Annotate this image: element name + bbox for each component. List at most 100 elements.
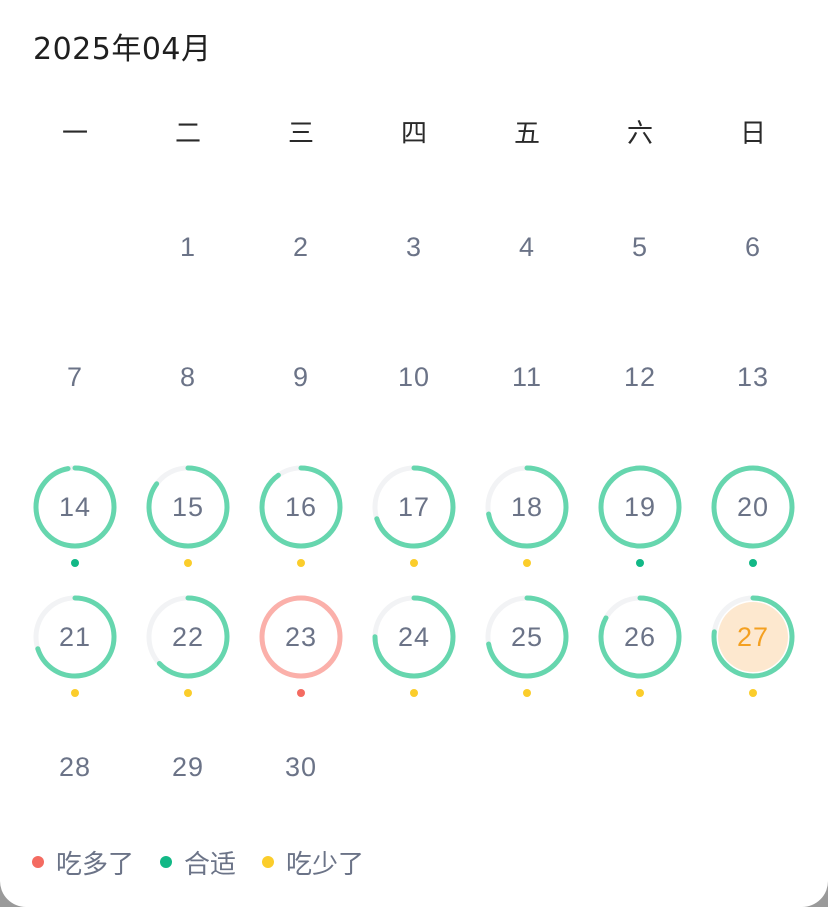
calendar-day-20[interactable]: 20 [708,462,798,552]
day-number: 12 [623,362,657,392]
calendar-day-23[interactable]: 23 [256,592,346,682]
calendar-day-24[interactable]: 24 [369,592,459,682]
day-number: 28 [58,752,92,782]
weekday-label: 五 [513,119,540,149]
legend-item-good: 合适 [160,844,236,881]
day-number: 8 [179,362,197,392]
calendar-day-30[interactable]: 30 [256,722,346,812]
legend-dot [160,856,173,868]
progress-ring [259,465,343,549]
day-number: 29 [171,752,205,782]
progress-ring-arc [33,595,117,679]
legend-dot [32,856,44,868]
day-number: 25 [510,622,544,652]
day-number: 20 [736,492,770,522]
progress-ring [485,595,569,679]
day-number: 26 [623,622,657,652]
calendar-day-7[interactable]: 7 [30,332,120,422]
weekday-label: 一 [61,119,88,149]
day-number: 18 [510,492,544,522]
calendar-day-21[interactable]: 21 [30,592,120,682]
calendar-day-10[interactable]: 10 [369,332,459,422]
calendar-day-25[interactable]: 25 [482,592,572,682]
progress-ring-arc [259,595,343,679]
progress-ring [146,595,230,679]
weekday-label: 六 [626,119,653,149]
status-dot [410,559,418,567]
day-number: 7 [66,362,84,392]
progress-ring [33,595,117,679]
legend-item-over: 吃多了 [32,844,134,881]
progress-ring-arc [33,465,117,549]
day-number: 19 [623,492,657,522]
calendar-day-26[interactable]: 26 [595,592,685,682]
progress-ring-arc [259,465,343,549]
calendar-day-14[interactable]: 14 [30,462,120,552]
status-dot [71,689,79,697]
calendar-day-13[interactable]: 13 [708,332,798,422]
day-number: 5 [631,232,649,262]
calendar-day-9[interactable]: 9 [256,332,346,422]
calendar-day-11[interactable]: 11 [482,332,572,422]
status-dot [297,689,305,697]
calendar-day-29[interactable]: 29 [143,722,233,812]
status-dot [297,559,305,567]
day-number: 3 [405,232,423,262]
status-dot [184,559,192,567]
calendar-day-17[interactable]: 17 [369,462,459,552]
progress-ring [259,595,343,679]
day-number: 1 [179,232,197,262]
calendar-day-8[interactable]: 8 [143,332,233,422]
day-number: 13 [736,362,770,392]
calendar-day-5[interactable]: 5 [595,202,685,292]
status-dot [636,689,644,697]
status-dot [184,689,192,697]
progress-ring-arc [598,465,682,549]
calendar-day-1[interactable]: 1 [143,202,233,292]
calendar-day-15[interactable]: 15 [143,462,233,552]
today-highlight [718,602,788,672]
legend: 吃多了 合适 吃少了 [32,842,390,882]
day-number: 23 [284,622,318,652]
calendar-day-22[interactable]: 22 [143,592,233,682]
calendar-day-18[interactable]: 18 [482,462,572,552]
month-title: 2025年04月 [33,32,212,67]
calendar-day-12[interactable]: 12 [595,332,685,422]
legend-label: 合适 [184,849,237,880]
legend-item-under: 吃少了 [262,844,364,881]
progress-ring-arc [485,595,569,679]
weekday-label: 四 [400,119,427,149]
progress-ring [711,595,795,679]
progress-ring-arc [711,465,795,549]
progress-ring-arc [485,465,569,549]
legend-label: 吃少了 [286,849,365,880]
day-number: 24 [397,622,431,652]
progress-ring [485,465,569,549]
day-number: 30 [284,752,318,782]
legend-dot [262,856,275,868]
progress-ring [146,465,230,549]
status-dot [410,689,418,697]
calendar-day-3[interactable]: 3 [369,202,459,292]
day-number: 10 [397,362,431,392]
day-number: 4 [518,232,536,262]
calendar-day-4[interactable]: 4 [482,202,572,292]
legend-label: 吃多了 [56,849,135,880]
progress-ring-arc [711,595,795,679]
calendar-day-19[interactable]: 19 [595,462,685,552]
status-dot [749,689,757,697]
day-number: 11 [511,362,543,392]
calendar-day-2[interactable]: 2 [256,202,346,292]
progress-ring-arc [372,595,456,679]
status-dot [523,559,531,567]
calendar-day-16[interactable]: 16 [256,462,346,552]
calendar-day-28[interactable]: 28 [30,722,120,812]
weekday-label: 三 [287,119,314,149]
day-number: 27 [736,622,770,652]
progress-ring-arc [598,595,682,679]
calendar-day-6[interactable]: 6 [708,202,798,292]
day-number: 21 [58,622,92,652]
progress-ring-arc [146,595,230,679]
weekday-label: 二 [174,119,201,149]
calendar-day-27[interactable]: 27 [708,592,798,682]
